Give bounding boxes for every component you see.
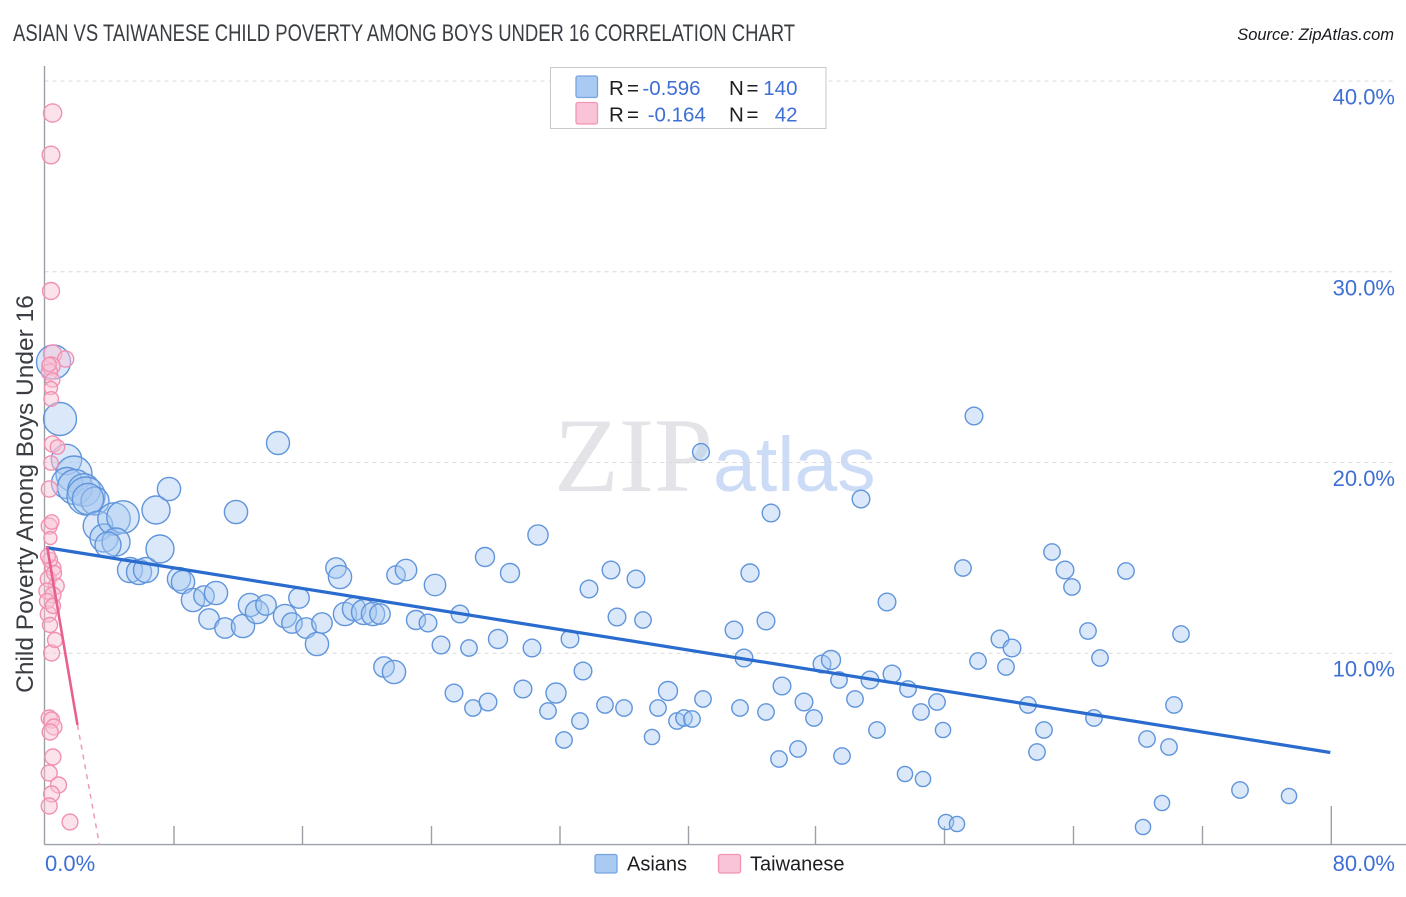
svg-text:Child Poverty Among Boys Under: Child Poverty Among Boys Under 16 [12, 295, 39, 693]
svg-text:=: = [747, 77, 759, 100]
svg-text:-0.164: -0.164 [648, 104, 706, 127]
svg-text:80.0%: 80.0% [1333, 851, 1395, 876]
svg-text:=: = [747, 104, 759, 127]
svg-text:N: N [729, 77, 744, 100]
svg-text:140: 140 [763, 77, 797, 100]
svg-text:Source: ZipAtlas.com: Source: ZipAtlas.com [1237, 26, 1394, 44]
svg-text:10.0%: 10.0% [1333, 657, 1395, 682]
svg-text:ASIAN VS TAIWANESE CHILD POVER: ASIAN VS TAIWANESE CHILD POVERTY AMONG B… [13, 20, 795, 47]
svg-text:R: R [609, 104, 624, 127]
svg-text:=: = [627, 77, 639, 100]
svg-text:40.0%: 40.0% [1333, 85, 1395, 110]
svg-text:42: 42 [775, 104, 798, 127]
svg-text:R: R [609, 77, 624, 100]
svg-text:ZIP: ZIP [554, 397, 713, 514]
svg-text:atlas: atlas [713, 422, 876, 508]
svg-text:N: N [729, 104, 744, 127]
svg-text:Taiwanese: Taiwanese [750, 854, 845, 876]
svg-text:30.0%: 30.0% [1333, 275, 1395, 300]
svg-text:20.0%: 20.0% [1333, 466, 1395, 491]
svg-text:-0.596: -0.596 [642, 77, 700, 100]
svg-text:Asians: Asians [627, 854, 687, 876]
svg-text:0.0%: 0.0% [45, 851, 95, 876]
svg-text:=: = [627, 104, 639, 127]
